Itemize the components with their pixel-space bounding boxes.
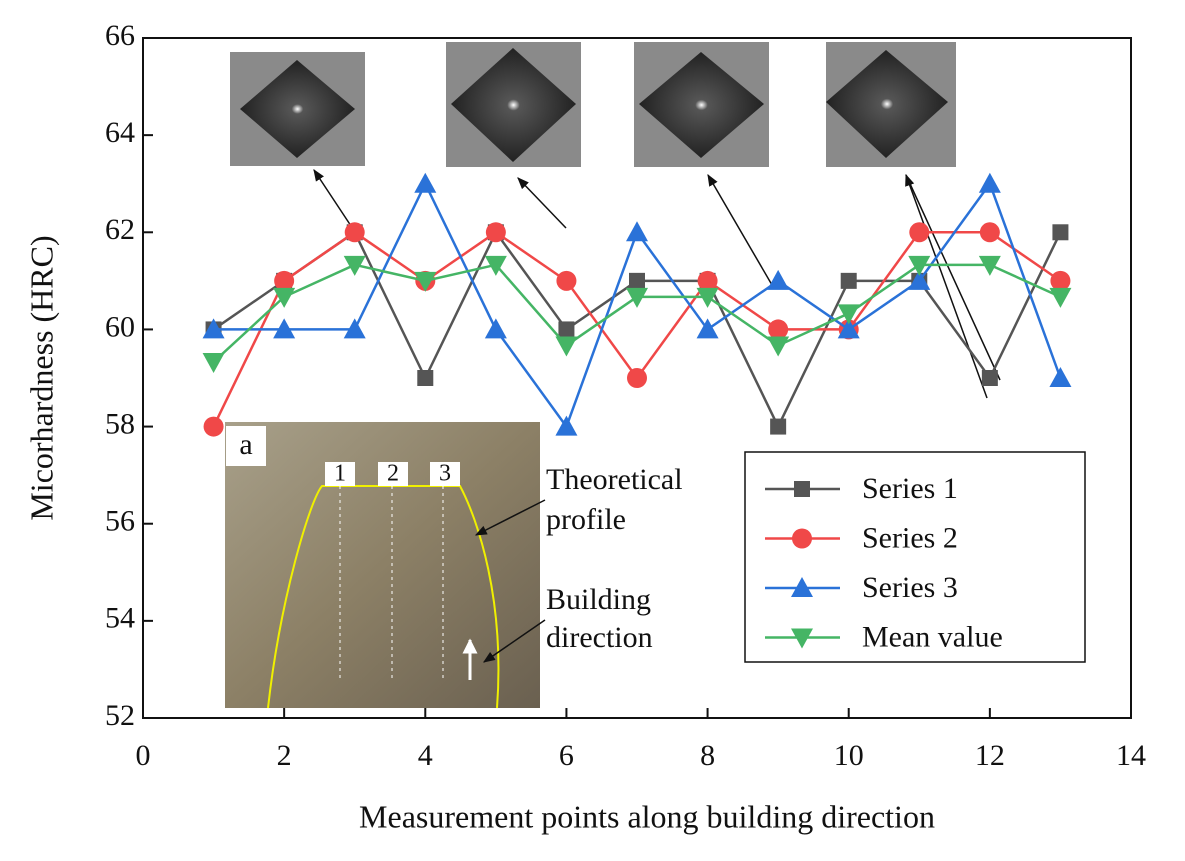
y-tick-label: 54 [105,602,135,635]
legend-label: Series 3 [862,571,958,604]
marker [837,304,860,325]
y-axis-label: Micorhardness (HRC) [23,235,59,520]
marker [417,370,434,386]
x-tick-label: 0 [136,739,151,772]
y-tick-label: 66 [105,19,135,52]
marker [202,318,225,339]
legend: Series 1 Series 2 Series 3 Mean value [744,451,1086,663]
marker [794,481,810,497]
marker [558,321,575,338]
marker [979,222,1000,243]
micrographs [230,42,1001,399]
plot-frame [142,37,1132,719]
marker [908,255,931,276]
marker [908,269,931,290]
marker [414,172,437,193]
y-tick-label: 60 [105,310,135,343]
marker [791,628,813,649]
marker [697,270,718,291]
legend-label: Series 2 [862,521,958,554]
marker [696,318,719,339]
marker [1049,367,1072,387]
y-tick-label: 62 [105,213,135,246]
marker [414,271,437,292]
x-tick-label: 2 [277,739,292,772]
marker [770,418,787,435]
marker [909,222,930,243]
marker [343,318,366,339]
inset-point-label: 3 [439,461,451,487]
marker [840,272,857,289]
marker [555,415,578,436]
x-tick-label: 14 [1116,739,1146,772]
inset-label: a [239,428,252,461]
annotation: Theoretical [546,463,683,496]
marker [203,416,224,437]
marker [696,287,719,308]
marker [978,172,1001,193]
x-tick-label: 12 [975,739,1005,772]
marker [273,287,296,308]
y-tick-label: 52 [105,699,135,732]
marker [981,370,998,386]
annotation: profile [546,503,626,536]
marker [274,270,295,291]
x-tick-label: 8 [700,739,715,772]
inset: a 1 2 3 Theoretical profile Building direction [225,422,683,709]
x-tick-label: 6 [559,739,574,772]
marker [792,528,812,549]
inset-point-label: 2 [387,461,399,487]
marker [1050,270,1071,291]
marker [344,222,365,243]
legend-label: Series 1 [862,472,958,505]
inset-point-label: 1 [334,461,346,487]
marker [627,368,647,388]
marker [1049,287,1072,308]
annotation: Building [546,583,651,616]
marker [485,222,506,243]
marker [484,318,507,339]
marker [767,336,790,357]
marker [555,336,578,357]
marker [202,352,225,373]
marker [791,577,813,597]
x-tick-label: 4 [418,739,433,772]
x-axis-label: Measurement points along building direct… [359,798,935,834]
marker [626,287,648,308]
y-tick-label: 64 [105,116,135,149]
marker [484,255,507,276]
marker [273,318,296,339]
y-tick-label: 58 [105,407,135,440]
marker [629,272,645,289]
marker [978,255,1001,276]
annotation: direction [546,621,653,654]
marker [1052,224,1069,241]
marker [626,221,648,242]
marker [837,318,860,339]
legend-label: Mean value [862,620,1003,653]
marker [343,255,366,276]
marker [556,270,577,291]
marker [768,319,789,340]
x-tick-label: 10 [834,739,864,772]
y-tick-label: 56 [105,505,135,538]
marker [767,269,790,290]
